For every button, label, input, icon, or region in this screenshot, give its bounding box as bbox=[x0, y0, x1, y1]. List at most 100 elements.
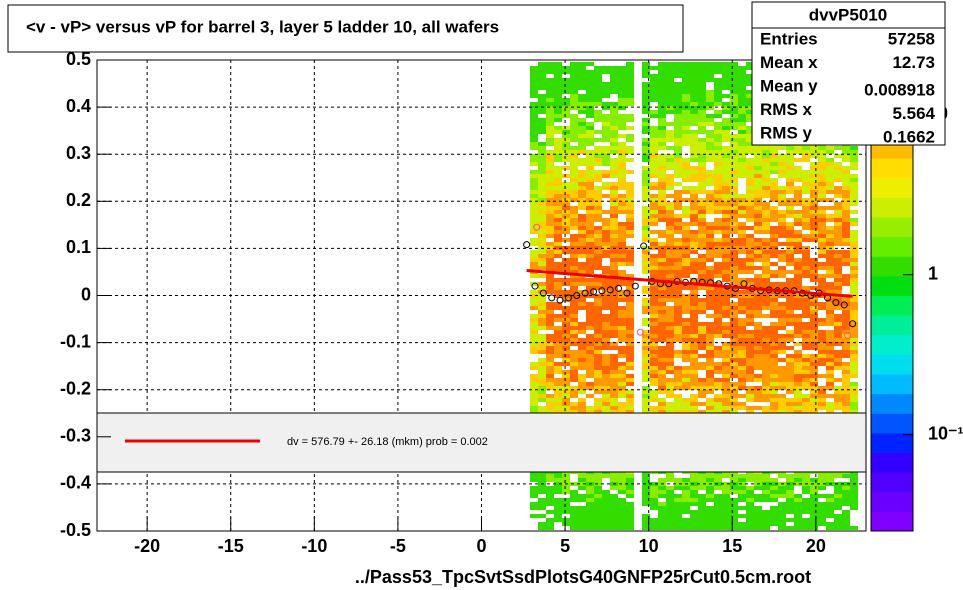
heat-cell bbox=[538, 350, 546, 354]
heat-cell bbox=[850, 338, 858, 342]
heat-cell bbox=[754, 242, 762, 246]
heat-cell bbox=[602, 254, 610, 258]
heat-cell bbox=[706, 210, 714, 214]
heat-cell bbox=[570, 214, 578, 218]
heat-cell bbox=[658, 210, 666, 214]
heat-cell bbox=[722, 234, 730, 238]
heat-cell bbox=[562, 314, 570, 318]
heat-cell bbox=[754, 226, 762, 230]
heat-cell bbox=[730, 230, 738, 234]
heat-cell bbox=[658, 378, 666, 382]
heat-cell bbox=[786, 146, 794, 150]
heat-cell bbox=[834, 362, 842, 366]
heat-cell bbox=[610, 106, 618, 110]
heat-cell bbox=[554, 174, 562, 178]
palette-cell bbox=[871, 491, 913, 512]
heat-cell bbox=[754, 354, 762, 358]
heat-cell bbox=[714, 62, 722, 66]
heat-cell bbox=[610, 134, 618, 138]
heat-cell bbox=[738, 282, 746, 286]
heat-cell bbox=[674, 246, 682, 250]
heat-cell bbox=[746, 390, 754, 394]
heat-cell bbox=[690, 198, 698, 202]
heat-cell bbox=[826, 158, 834, 162]
heat-cell bbox=[554, 110, 562, 114]
heat-cell bbox=[850, 270, 858, 274]
heat-cell bbox=[578, 266, 586, 270]
heat-cell bbox=[578, 98, 586, 102]
heat-cell bbox=[698, 186, 706, 190]
heat-cell bbox=[594, 498, 602, 502]
heat-cell bbox=[666, 218, 674, 222]
heat-cell bbox=[746, 494, 754, 498]
heat-cell bbox=[554, 378, 562, 382]
heat-cell bbox=[762, 346, 770, 350]
heat-cell bbox=[802, 378, 810, 382]
heat-cell bbox=[818, 186, 826, 190]
heat-cell bbox=[530, 266, 538, 270]
heat-cell bbox=[618, 366, 626, 370]
heat-cell bbox=[586, 314, 594, 318]
heat-cell bbox=[730, 242, 738, 246]
heat-cell bbox=[642, 394, 650, 398]
heat-cell bbox=[610, 78, 618, 82]
heat-cell bbox=[610, 158, 618, 162]
heat-cell bbox=[546, 174, 554, 178]
heat-cell bbox=[818, 482, 826, 486]
heat-cell bbox=[738, 494, 746, 498]
heat-cell bbox=[754, 282, 762, 286]
heat-cell bbox=[722, 382, 730, 386]
heat-cell bbox=[706, 114, 714, 118]
heat-cell bbox=[834, 262, 842, 266]
heat-cell bbox=[682, 206, 690, 210]
heat-cell bbox=[842, 206, 850, 210]
heat-cell bbox=[658, 102, 666, 106]
heat-cell bbox=[610, 290, 618, 294]
heat-cell bbox=[698, 166, 706, 170]
heat-cell bbox=[730, 278, 738, 282]
heat-cell bbox=[546, 82, 554, 86]
heat-cell bbox=[794, 242, 802, 246]
heat-cell bbox=[690, 498, 698, 502]
heat-cell bbox=[818, 514, 826, 518]
heat-cell bbox=[754, 478, 762, 482]
heat-cell bbox=[786, 238, 794, 242]
heat-cell bbox=[666, 134, 674, 138]
heat-cell bbox=[682, 234, 690, 238]
heat-cell bbox=[850, 326, 858, 330]
heat-cell bbox=[642, 98, 650, 102]
heat-cell bbox=[594, 338, 602, 342]
heat-cell bbox=[618, 334, 626, 338]
heat-cell bbox=[594, 226, 602, 230]
heat-cell bbox=[818, 222, 826, 226]
heat-cell bbox=[706, 322, 714, 326]
heat-cell bbox=[794, 186, 802, 190]
heat-cell bbox=[690, 342, 698, 346]
heat-cell bbox=[650, 218, 658, 222]
heat-cell bbox=[714, 346, 722, 350]
heat-cell bbox=[618, 186, 626, 190]
heat-cell bbox=[826, 386, 834, 390]
heat-cell bbox=[802, 502, 810, 506]
heat-cell bbox=[722, 518, 730, 522]
heat-cell bbox=[754, 162, 762, 166]
heat-cell bbox=[810, 478, 818, 482]
heat-cell bbox=[690, 142, 698, 146]
heat-cell bbox=[850, 198, 858, 202]
heat-cell bbox=[738, 206, 746, 210]
heat-cell bbox=[610, 518, 618, 522]
heat-cell bbox=[658, 162, 666, 166]
heat-cell bbox=[666, 194, 674, 198]
heat-cell bbox=[618, 490, 626, 494]
heat-cell bbox=[554, 366, 562, 370]
heat-cell bbox=[818, 330, 826, 334]
heat-cell bbox=[786, 382, 794, 386]
heat-cell bbox=[786, 370, 794, 374]
heat-cell bbox=[850, 502, 858, 506]
heat-cell bbox=[850, 218, 858, 222]
heat-cell bbox=[842, 146, 850, 150]
heat-cell bbox=[698, 286, 706, 290]
heat-cell bbox=[690, 518, 698, 522]
heat-cell bbox=[594, 138, 602, 142]
